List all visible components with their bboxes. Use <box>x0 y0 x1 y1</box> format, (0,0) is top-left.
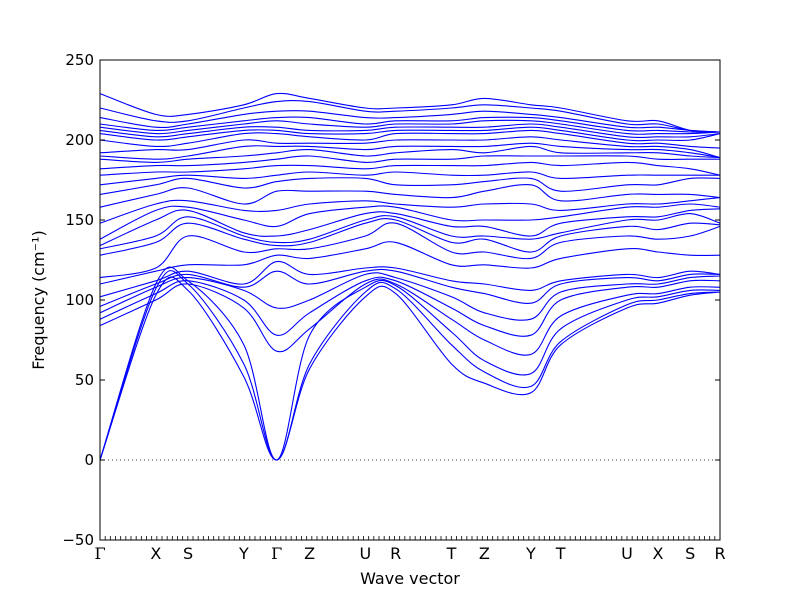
band-line-31 <box>99 92 721 133</box>
x-tick-label: Γ <box>94 544 105 563</box>
band-line-1 <box>99 276 721 461</box>
band-line-11 <box>99 218 721 256</box>
band-line-22 <box>99 142 721 160</box>
band-line-4 <box>99 278 721 356</box>
band-line-16 <box>99 183 721 208</box>
band-line-20 <box>99 155 720 170</box>
x-axis-label: Wave vector <box>360 569 460 588</box>
band-line-15 <box>99 197 721 224</box>
x-tick-label: Z <box>304 544 315 563</box>
x-tick-label: Z <box>479 544 490 563</box>
band-line-23 <box>99 136 721 159</box>
band-line-24 <box>99 129 721 149</box>
band-line-27 <box>99 119 721 135</box>
band-line-18 <box>99 171 720 186</box>
x-tick-label: R <box>390 544 401 563</box>
band-line-12 <box>99 213 721 250</box>
band-line-2 <box>99 270 721 461</box>
y-tick-label: 50 <box>75 371 94 389</box>
x-tick-label: X <box>150 544 161 563</box>
x-tick-label: Y <box>238 544 249 563</box>
y-tick-label: 150 <box>65 211 94 229</box>
band-line-10 <box>99 222 721 279</box>
band-line-6 <box>99 272 721 321</box>
band-line-17 <box>99 177 721 195</box>
band-line-8 <box>99 261 721 298</box>
x-tick-label: Y <box>525 544 536 563</box>
x-tick-label: R <box>714 544 725 563</box>
y-axis-label: Frequency (cm⁻¹) <box>29 230 48 369</box>
x-tick-label: S <box>685 544 695 563</box>
band-line-3 <box>99 266 721 461</box>
band-line-28 <box>99 116 721 133</box>
band-line-21 <box>99 145 721 163</box>
band-line-25 <box>99 126 721 142</box>
x-tick-label: Γ <box>271 544 282 563</box>
y-tick-label: −50 <box>62 531 94 549</box>
band-line-13 <box>99 208 721 247</box>
band-line-9 <box>99 241 721 285</box>
band-line-30 <box>99 100 721 133</box>
x-tick-label: U <box>360 544 372 563</box>
band-line-5 <box>99 276 721 337</box>
band-line-7 <box>99 268 721 307</box>
band-line-14 <box>99 203 721 240</box>
band-line-29 <box>99 110 721 133</box>
y-tick-layer: −50 0 50 100 150 200 250 <box>62 51 720 549</box>
y-tick-label: 0 <box>84 451 94 469</box>
x-tick-label: T <box>446 544 457 563</box>
y-tick-label: 250 <box>65 51 94 69</box>
x-tick-label: S <box>183 544 193 563</box>
band-line-19 <box>99 161 721 176</box>
x-tick-label: X <box>653 544 664 563</box>
band-line-26 <box>99 123 721 139</box>
series-layer <box>99 92 721 461</box>
y-tick-label: 200 <box>65 131 94 149</box>
x-tick-label: U <box>621 544 633 563</box>
y-tick-label: 100 <box>65 291 94 309</box>
x-tick-label: T <box>555 544 566 563</box>
